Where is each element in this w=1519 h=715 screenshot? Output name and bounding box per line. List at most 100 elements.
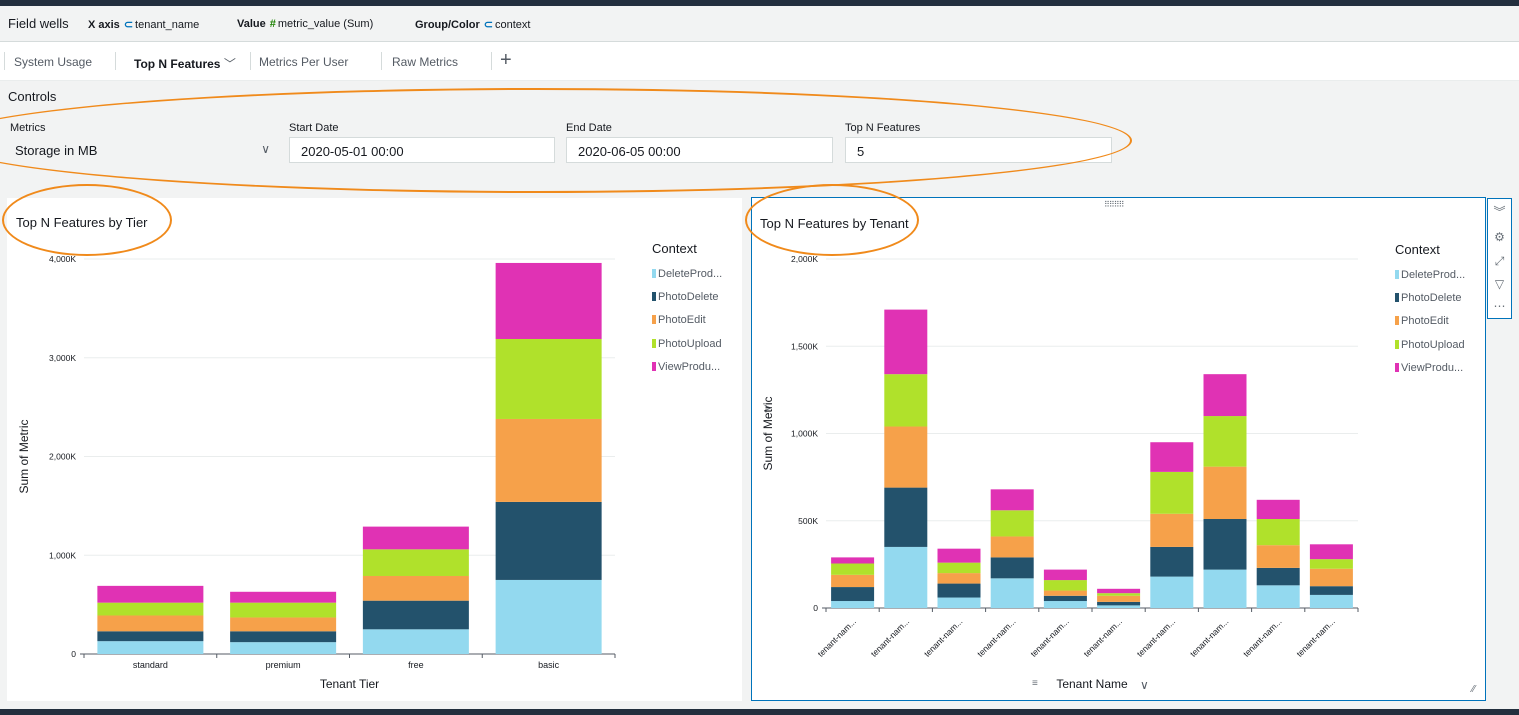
legend-swatch: [1395, 316, 1399, 325]
controls-title[interactable]: Controls: [8, 89, 57, 104]
legend-item[interactable]: DeleteProd...: [1395, 269, 1465, 281]
sort-icon[interactable]: ≡: [1032, 678, 1038, 689]
drag-handle-icon[interactable]: ⠿⠿⠿⠿: [1104, 200, 1124, 209]
y-tick-label: 3,000K: [49, 353, 76, 363]
field-well-x-axis[interactable]: X axis ⊂ tenant_name: [88, 18, 199, 31]
legend-item[interactable]: ViewProdu...: [652, 361, 720, 373]
visual-title[interactable]: Top N Features by Tenant: [760, 216, 909, 231]
bar-segment: [937, 583, 981, 598]
charts-canvas: 0 1,000K 2,000K 3,000K 4,000K standard premium…: [17, 254, 1359, 691]
legend-label: PhotoEdit: [1401, 315, 1449, 327]
chevron-right-icon[interactable]: >: [764, 401, 772, 415]
bar-segment: [1097, 601, 1141, 606]
legend-swatch: [652, 292, 656, 301]
more-icon[interactable]: ⋯: [1493, 299, 1506, 313]
chevron-down-icon: ∨: [261, 142, 270, 156]
legend-title: Context: [1395, 242, 1440, 257]
bar-segment: [884, 309, 928, 375]
legend-item[interactable]: PhotoEdit: [1395, 315, 1449, 327]
visual-toolbar: ︾ ⚙ ⤢ ▽ ⋯: [1487, 198, 1512, 319]
tab-system-usage[interactable]: System Usage: [14, 55, 93, 69]
legend-item[interactable]: PhotoUpload: [652, 338, 722, 350]
tab-metrics-per-user[interactable]: Metrics Per User: [259, 55, 349, 69]
measure-icon: #: [269, 18, 276, 30]
legend-swatch: [1395, 293, 1399, 302]
tab-top-n-features[interactable]: Top N Features ﹀: [134, 55, 236, 72]
controls-panel: Controls Metrics Storage in MB ∨ Start D…: [0, 81, 1519, 189]
end-date-label: End Date: [566, 122, 612, 134]
resize-handle-icon[interactable]: ⁄⁄: [1472, 684, 1476, 695]
visual-title[interactable]: Top N Features by Tier: [16, 215, 148, 230]
bar-segment: [230, 591, 337, 603]
legend-label: ViewProdu...: [658, 361, 721, 373]
x-tick-label: tenant-nam...: [975, 616, 1017, 658]
bar-segment: [937, 573, 981, 584]
end-date-input[interactable]: 2020-06-05 00:00: [566, 137, 833, 163]
legend-item[interactable]: ViewProdu...: [1395, 362, 1463, 374]
bar-segment: [831, 563, 875, 575]
end-date-value: 2020-06-05 00:00: [578, 144, 681, 159]
chevron-down-icon[interactable]: ﹀: [223, 57, 236, 71]
tab-raw-metrics[interactable]: Raw Metrics: [392, 55, 459, 69]
collapse-icon[interactable]: ︾: [1493, 205, 1506, 219]
tab-divider: [4, 52, 5, 70]
bar-segment: [1203, 569, 1247, 608]
chevron-down-icon[interactable]: ∨: [1140, 678, 1149, 692]
bar-segment: [831, 557, 875, 564]
legend-label: PhotoEdit: [658, 314, 706, 326]
legend-label: DeleteProd...: [658, 268, 723, 280]
x-axis-title: Tenant Name: [1056, 677, 1128, 691]
y-tick-label: 0: [813, 603, 818, 613]
x-tick-label: tenant-nam...: [1294, 616, 1336, 658]
tab-divider: [491, 52, 492, 70]
value-label: Value: [237, 18, 266, 30]
bar-segment: [1203, 519, 1247, 570]
top-n-input[interactable]: 5: [845, 137, 1112, 163]
bar-segment: [884, 546, 928, 608]
bar-segment: [495, 262, 602, 339]
x-tick-label: tenant-nam...: [1028, 616, 1070, 658]
visual-top-n-by-tenant[interactable]: Top N Features by Tenant Context DeleteP…: [751, 197, 1486, 701]
x-tick-label: tenant-nam...: [922, 616, 964, 658]
legend-swatch: [1395, 363, 1399, 372]
bar-segment: [1043, 569, 1087, 581]
legend-swatch: [652, 362, 656, 371]
bar-segment: [990, 536, 1034, 558]
analysis-page: Field wells X axis ⊂ tenant_name Value # met…: [0, 6, 1519, 709]
bar-segment: [362, 575, 469, 601]
y-axis-title: Sum of Metric: [761, 396, 775, 470]
metrics-control-label: Metrics: [10, 122, 46, 134]
bar-segment: [230, 642, 337, 654]
add-sheet-button[interactable]: +: [500, 49, 512, 71]
y-tick-label: 1,000K: [791, 429, 818, 439]
legend-swatch: [652, 315, 656, 324]
legend-item[interactable]: DeleteProd...: [652, 268, 722, 280]
bar-segment: [495, 338, 602, 419]
bar-segment: [362, 600, 469, 630]
filter-icon[interactable]: ▽: [1494, 277, 1505, 291]
bar-segment: [362, 549, 469, 576]
legend-swatch: [1395, 270, 1399, 279]
start-date-input[interactable]: 2020-05-01 00:00: [289, 137, 555, 163]
legend-item[interactable]: PhotoEdit: [652, 314, 706, 326]
bar-segment: [1203, 466, 1247, 520]
value-field: metric_value (Sum): [277, 18, 374, 30]
field-wells-title[interactable]: Field wells: [8, 16, 69, 31]
field-well-value[interactable]: Value # metric_value (Sum): [237, 18, 373, 30]
field-wells-bar[interactable]: Field wells X axis ⊂ tenant_name Value # met…: [0, 6, 1519, 42]
legend-item[interactable]: PhotoDelete: [1395, 292, 1462, 304]
metrics-selected-value: Storage in MB: [15, 143, 98, 158]
legend-item[interactable]: PhotoDelete: [652, 291, 719, 303]
bar-segment: [884, 374, 928, 427]
group-label: Group/Color: [415, 19, 480, 31]
gear-icon[interactable]: ⚙: [1494, 230, 1505, 244]
bar-segment: [1097, 595, 1141, 602]
metrics-dropdown[interactable]: Storage in MB ∨: [8, 137, 278, 163]
field-well-group[interactable]: Group/Color ⊂ context: [415, 18, 530, 31]
legend-item[interactable]: PhotoUpload: [1395, 339, 1465, 351]
bar-segment: [1043, 580, 1087, 591]
x-tick-label: tenant-nam...: [1241, 616, 1283, 658]
expand-icon[interactable]: ⤢: [1494, 254, 1505, 268]
bar-segment: [1150, 576, 1194, 608]
bar-segment: [1256, 499, 1300, 520]
